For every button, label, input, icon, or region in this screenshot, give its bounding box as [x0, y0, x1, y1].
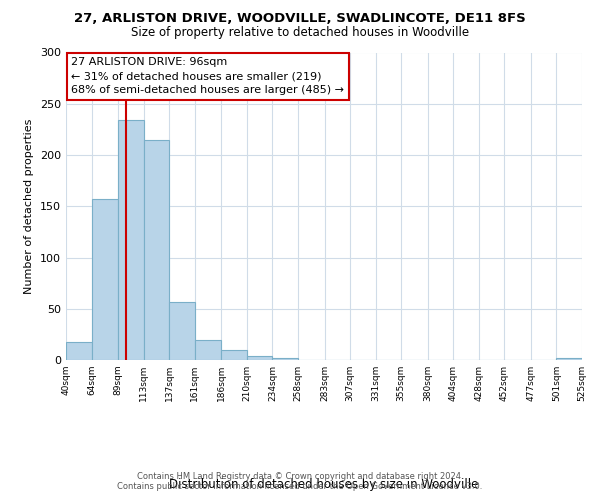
Bar [169, 302, 195, 360]
Text: 27 ARLISTON DRIVE: 96sqm
← 31% of detached houses are smaller (219)
68% of semi-: 27 ARLISTON DRIVE: 96sqm ← 31% of detach… [71, 57, 344, 95]
Bar [92, 199, 118, 360]
Bar [247, 356, 272, 360]
Bar [221, 350, 247, 360]
Bar [272, 358, 298, 360]
Text: Contains HM Land Registry data © Crown copyright and database right 2024.
Contai: Contains HM Land Registry data © Crown c… [118, 472, 482, 491]
Bar [118, 120, 143, 360]
Bar [556, 358, 582, 360]
Bar [143, 140, 169, 360]
Text: 27, ARLISTON DRIVE, WOODVILLE, SWADLINCOTE, DE11 8FS: 27, ARLISTON DRIVE, WOODVILLE, SWADLINCO… [74, 12, 526, 26]
Y-axis label: Number of detached properties: Number of detached properties [25, 118, 34, 294]
X-axis label: Distribution of detached houses by size in Woodville: Distribution of detached houses by size … [169, 478, 479, 490]
Bar [195, 340, 221, 360]
Text: Size of property relative to detached houses in Woodville: Size of property relative to detached ho… [131, 26, 469, 39]
Bar [66, 342, 92, 360]
